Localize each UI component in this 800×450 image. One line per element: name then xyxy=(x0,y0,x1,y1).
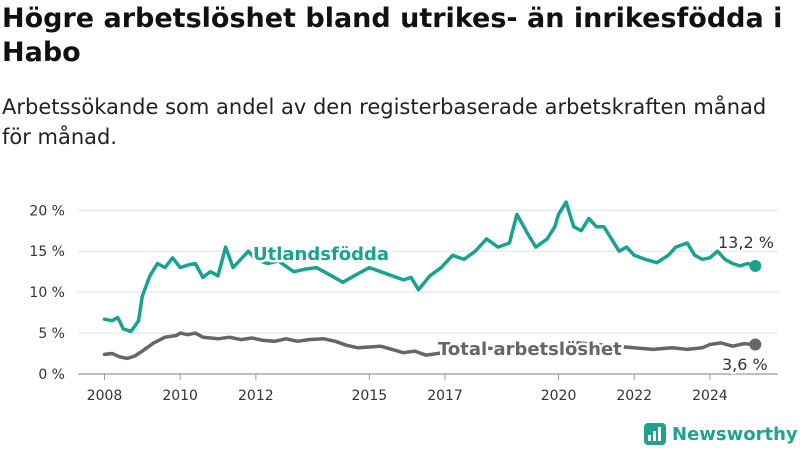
x-tick-label: 2020 xyxy=(541,388,577,404)
brand-logo: Newsworthy xyxy=(644,420,798,448)
chart-subtitle: Arbetssökande som andel av den registerb… xyxy=(2,95,767,149)
x-tick-label: 2024 xyxy=(692,388,728,404)
series-end-label-1: 3,6 % xyxy=(722,355,768,374)
x-tick-label: 2010 xyxy=(162,388,198,404)
series-end-point-1 xyxy=(749,338,762,351)
x-tick-label: 2008 xyxy=(87,388,123,404)
x-tick-label: 2015 xyxy=(352,388,388,404)
x-tick-label: 2012 xyxy=(238,388,274,404)
series-label-0: Utlandsfödda xyxy=(253,244,389,265)
series-end-point-0 xyxy=(749,259,762,272)
brand-name: Newsworthy xyxy=(672,423,798,445)
y-tick-label: 5 % xyxy=(38,326,65,342)
series-line-0 xyxy=(102,200,758,334)
y-tick-label: 20 % xyxy=(29,203,65,219)
brand-logo-icon xyxy=(644,423,666,445)
y-tick-label: 15 % xyxy=(29,244,65,260)
x-tick-label: 2022 xyxy=(616,388,652,404)
series-line-1 xyxy=(102,331,758,361)
series-end-label-0: 13,2 % xyxy=(718,233,774,252)
chart-title: Högre arbetslöshet bland utrikes- än inr… xyxy=(2,3,783,68)
y-tick-label: 0 % xyxy=(38,367,65,383)
x-tick-label: 2017 xyxy=(427,388,463,404)
series-label-1: Total arbetslöshet xyxy=(438,339,622,360)
y-tick-label: 10 % xyxy=(29,285,65,301)
